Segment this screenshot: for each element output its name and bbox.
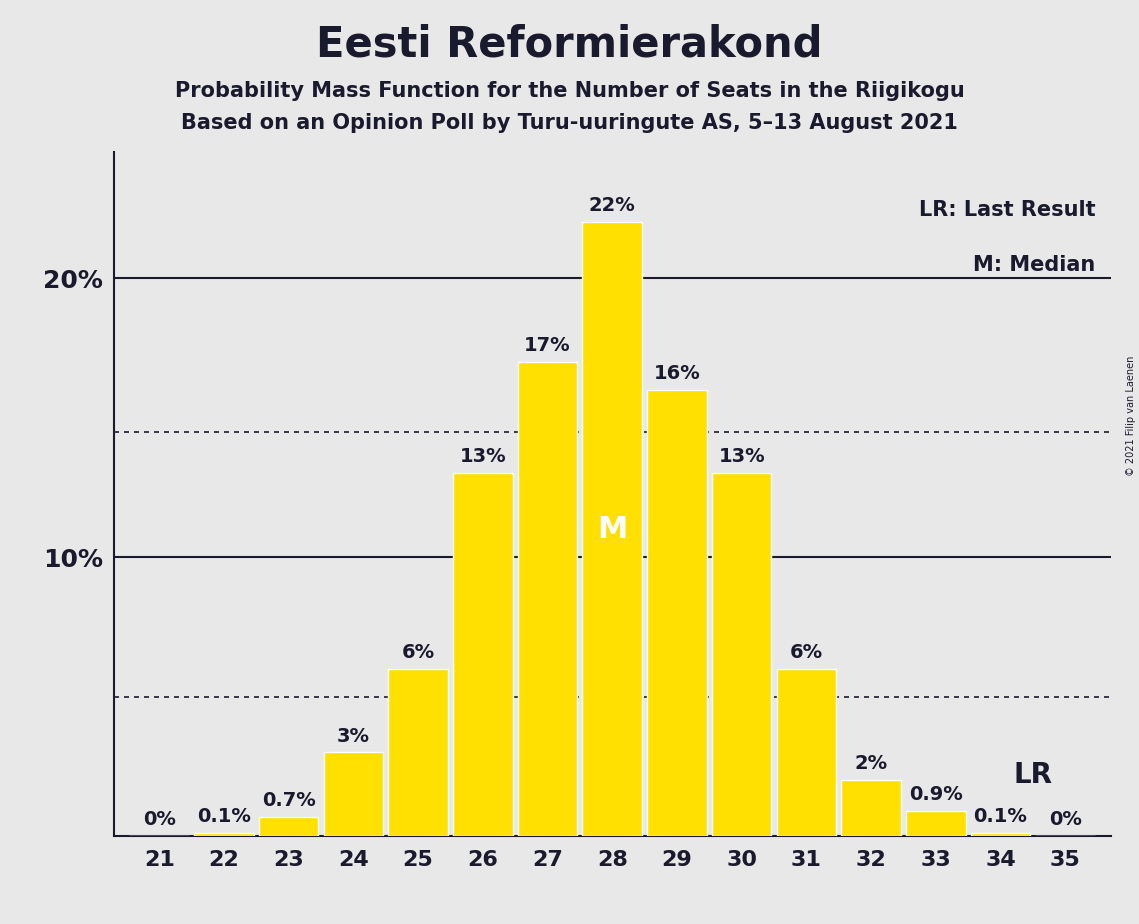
Text: 0.9%: 0.9% — [909, 785, 962, 804]
Text: 22%: 22% — [589, 196, 636, 215]
Bar — [842, 781, 901, 836]
Bar — [582, 223, 642, 836]
Text: © 2021 Filip van Laenen: © 2021 Filip van Laenen — [1125, 356, 1136, 476]
Text: Probability Mass Function for the Number of Seats in the Riigikogu: Probability Mass Function for the Number… — [174, 81, 965, 102]
Bar — [777, 669, 836, 836]
Text: 0.1%: 0.1% — [197, 808, 251, 826]
Bar — [259, 817, 319, 836]
Text: 0.1%: 0.1% — [974, 808, 1027, 826]
Bar — [647, 390, 706, 836]
Bar — [323, 752, 383, 836]
Text: 3%: 3% — [337, 726, 370, 746]
Text: 6%: 6% — [402, 643, 435, 662]
Text: Eesti Reformierakond: Eesti Reformierakond — [317, 23, 822, 65]
Text: 13%: 13% — [459, 447, 506, 467]
Text: 0%: 0% — [142, 810, 175, 829]
Bar — [194, 833, 254, 836]
Text: 0%: 0% — [1049, 810, 1082, 829]
Text: M: Median: M: Median — [974, 255, 1096, 275]
Text: 16%: 16% — [654, 364, 700, 383]
Text: M: M — [597, 515, 628, 543]
Text: LR: Last Result: LR: Last Result — [919, 201, 1096, 220]
Bar — [388, 669, 448, 836]
Bar — [712, 473, 771, 836]
Bar — [906, 811, 966, 836]
Text: 2%: 2% — [854, 754, 887, 773]
Bar — [453, 473, 513, 836]
Text: 13%: 13% — [719, 447, 765, 467]
Bar — [518, 362, 577, 836]
Text: 6%: 6% — [789, 643, 822, 662]
Bar — [970, 833, 1031, 836]
Text: 0.7%: 0.7% — [262, 791, 316, 809]
Text: LR: LR — [1014, 760, 1052, 789]
Text: 17%: 17% — [524, 335, 571, 355]
Text: Based on an Opinion Poll by Turu-uuringute AS, 5–13 August 2021: Based on an Opinion Poll by Turu-uuringu… — [181, 113, 958, 133]
